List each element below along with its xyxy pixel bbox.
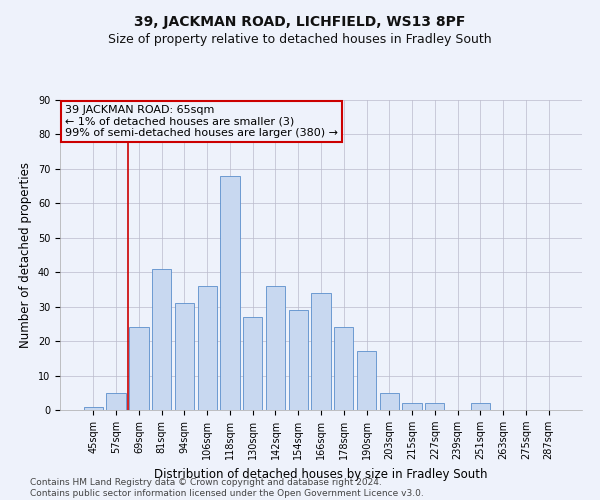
Bar [403, 403, 422, 410]
Bar [220, 176, 239, 410]
X-axis label: Distribution of detached houses by size in Fradley South: Distribution of detached houses by size … [154, 468, 488, 480]
Text: Size of property relative to detached houses in Fradley South: Size of property relative to detached ho… [108, 32, 492, 46]
Text: 39, JACKMAN ROAD, LICHFIELD, WS13 8PF: 39, JACKMAN ROAD, LICHFIELD, WS13 8PF [134, 15, 466, 29]
Y-axis label: Number of detached properties: Number of detached properties [19, 162, 32, 348]
Text: Contains HM Land Registry data © Crown copyright and database right 2024.
Contai: Contains HM Land Registry data © Crown c… [30, 478, 424, 498]
Bar [266, 286, 285, 410]
Bar [470, 403, 490, 410]
Bar [175, 303, 194, 410]
Bar [357, 352, 376, 410]
Bar [289, 310, 308, 410]
Bar [380, 393, 399, 410]
Bar [84, 406, 103, 410]
Bar [425, 403, 445, 410]
Bar [152, 269, 172, 410]
Bar [129, 328, 149, 410]
Bar [197, 286, 217, 410]
Bar [243, 317, 262, 410]
Bar [334, 328, 353, 410]
Bar [311, 293, 331, 410]
Text: 39 JACKMAN ROAD: 65sqm
← 1% of detached houses are smaller (3)
99% of semi-detac: 39 JACKMAN ROAD: 65sqm ← 1% of detached … [65, 104, 338, 138]
Bar [106, 393, 126, 410]
